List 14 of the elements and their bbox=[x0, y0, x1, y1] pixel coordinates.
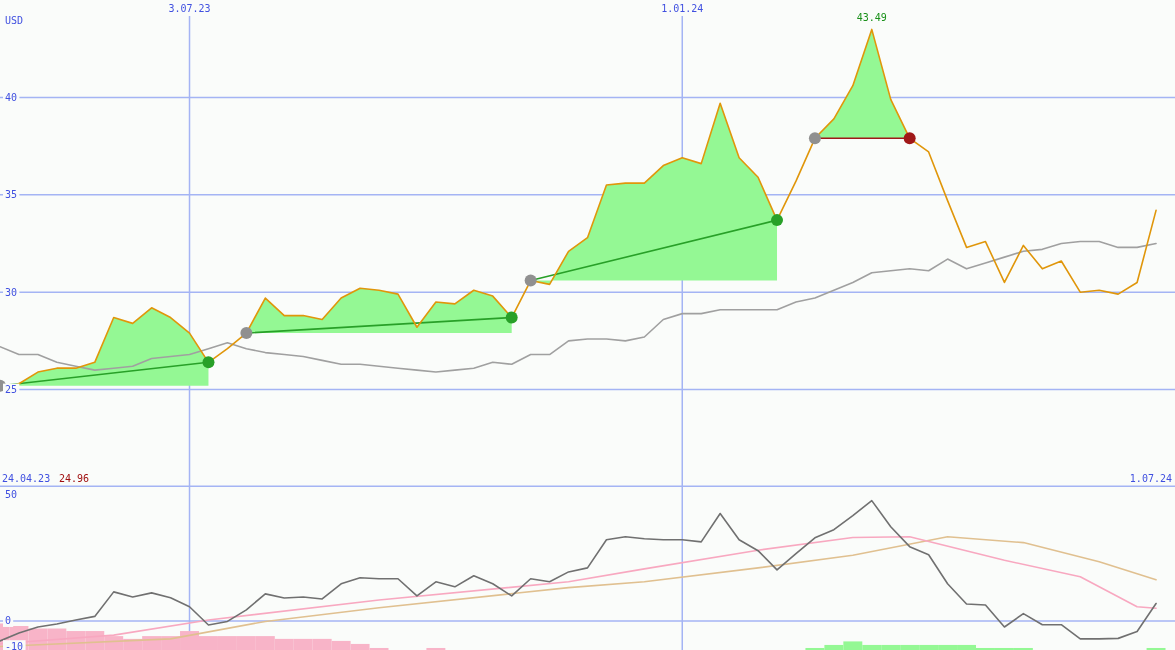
y-tick-label: 50 bbox=[5, 489, 18, 501]
x-tick-label: 3.07.23 bbox=[168, 3, 211, 14]
annotation: 24.96 bbox=[59, 473, 90, 484]
y-tick-label: 40 bbox=[5, 91, 18, 103]
y-tick-label: 25 bbox=[5, 384, 18, 396]
annotation: 1.07.24 bbox=[1129, 473, 1172, 484]
y-axis-title: USD bbox=[5, 15, 24, 26]
y-tick-label: 30 bbox=[5, 286, 18, 298]
y-tick-label: 35 bbox=[5, 189, 18, 201]
annotation: 24.04.23 bbox=[2, 473, 51, 484]
x-tick-label: 1.01.24 bbox=[661, 3, 704, 14]
y-tick-label: -10 bbox=[5, 640, 24, 650]
y-tick-label: 0 bbox=[5, 615, 12, 627]
annotation: 43.49 bbox=[856, 12, 887, 24]
